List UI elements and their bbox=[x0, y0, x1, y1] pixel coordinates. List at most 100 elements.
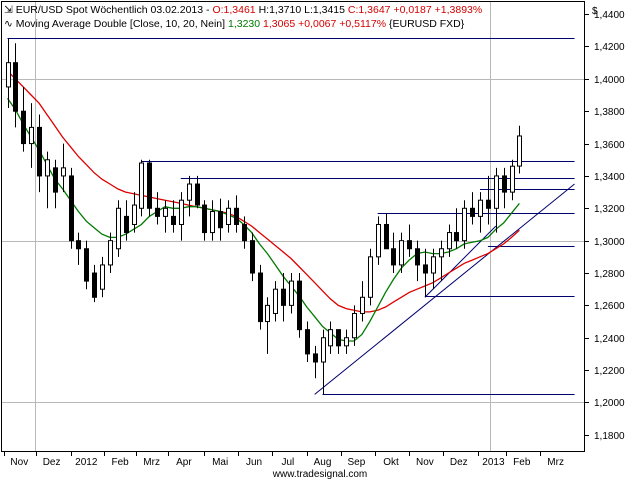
candle bbox=[163, 200, 168, 233]
header-change: +0,0187 bbox=[393, 4, 431, 16]
moving-average-layer bbox=[6, 70, 520, 342]
header-close: C:1,3647 bbox=[348, 4, 391, 16]
x-axis-ticks: Nov Dez 2012 Feb Mrz Apr Mai Jun Jul Aug Sep Okt Nov… bbox=[4, 451, 564, 468]
header-percent: +1,3893% bbox=[435, 4, 483, 16]
candle-body-down bbox=[37, 126, 42, 177]
candle-body-down bbox=[336, 329, 341, 347]
y-tick-label: 1,4000 bbox=[594, 75, 625, 86]
x-tick-label: Nov bbox=[416, 457, 434, 468]
candle-body-up bbox=[187, 183, 192, 201]
candle bbox=[226, 200, 231, 233]
candle-body-up bbox=[376, 223, 381, 258]
candle bbox=[179, 192, 184, 241]
x-tick-label: 2013 bbox=[482, 457, 505, 468]
y-axis-ticks: 1,4400 1,4200 1,4000 1,3800 1,3600 1,3400 1,32… bbox=[584, 10, 625, 442]
header-open: O:1,3461 bbox=[212, 4, 255, 16]
indicator-name: Moving Average Double [Close, 10, 20, Ne… bbox=[16, 18, 225, 30]
indicator-change: +0,0067 bbox=[298, 18, 336, 30]
candle-body-up bbox=[352, 312, 357, 339]
y-tick-label: 1,3600 bbox=[594, 140, 625, 151]
header-line-1: ⇲ EUR/USD Spot Wöchentlich 03.02.2013 - … bbox=[4, 4, 482, 16]
candle bbox=[45, 151, 50, 209]
trend-line bbox=[314, 183, 575, 395]
candle bbox=[234, 195, 239, 233]
x-tick-label: Dez bbox=[450, 457, 468, 468]
candle-body-up bbox=[439, 248, 444, 258]
candle bbox=[470, 192, 475, 225]
candle-body-down bbox=[155, 207, 160, 217]
candle-body-up bbox=[163, 207, 168, 217]
candle bbox=[108, 232, 113, 274]
candle-body-up bbox=[344, 337, 349, 347]
candle bbox=[195, 175, 200, 209]
candle bbox=[328, 321, 333, 354]
candle bbox=[486, 175, 491, 225]
x-tick-label: 2012 bbox=[75, 457, 98, 468]
candle bbox=[407, 224, 412, 257]
y-tick-label: 1,4200 bbox=[594, 42, 625, 53]
x-tick-label: Mai bbox=[212, 457, 228, 468]
indicator-value-fast: 1,3230 bbox=[228, 18, 260, 30]
x-tick-label: Nov bbox=[10, 457, 28, 468]
candle bbox=[155, 192, 160, 225]
candle bbox=[384, 213, 389, 250]
moving-average-slow-line bbox=[7, 70, 520, 313]
candle-body-up bbox=[447, 232, 452, 250]
watermark: www.tradesignal.com bbox=[272, 469, 367, 480]
candle-body-down bbox=[391, 248, 396, 266]
candle bbox=[29, 103, 34, 168]
candle bbox=[502, 167, 507, 209]
candle-body-up bbox=[210, 211, 215, 234]
candle-body-down bbox=[195, 183, 200, 206]
y-tick-label: 1,3400 bbox=[594, 172, 625, 183]
candle bbox=[273, 281, 278, 322]
candle-body-down bbox=[454, 232, 459, 242]
candle bbox=[76, 232, 81, 265]
candle-body-up bbox=[517, 135, 522, 167]
candle bbox=[202, 200, 207, 241]
candle bbox=[61, 143, 66, 193]
candle bbox=[321, 329, 326, 395]
candle bbox=[439, 240, 444, 282]
x-tick-label: Sep bbox=[347, 457, 365, 468]
candle bbox=[423, 248, 428, 298]
candle-body-up bbox=[108, 240, 113, 266]
moving-average-fast-line bbox=[6, 97, 520, 342]
candle-body-down bbox=[242, 223, 247, 242]
candle-body-up bbox=[289, 280, 294, 306]
header-symbol: EUR/USD Spot Wöchentlich bbox=[16, 4, 148, 16]
candle bbox=[100, 256, 105, 298]
x-tick-label: Jul bbox=[281, 457, 294, 468]
x-tick-label: Feb bbox=[513, 457, 531, 468]
candle-body-up bbox=[494, 175, 499, 209]
candle-body-down bbox=[53, 167, 58, 193]
candle-body-down bbox=[502, 175, 507, 193]
candle-body-down bbox=[147, 162, 152, 209]
x-tick-label: Aug bbox=[314, 457, 332, 468]
candle-body-down bbox=[171, 215, 176, 225]
candle-body-up bbox=[273, 288, 278, 314]
header-arrow-icon: ⇲ bbox=[4, 4, 16, 16]
candle bbox=[13, 43, 18, 128]
candle bbox=[218, 198, 223, 241]
candle-body-up bbox=[61, 167, 66, 177]
candle bbox=[447, 224, 452, 257]
candle-body-up bbox=[478, 199, 483, 217]
candle-body-down bbox=[470, 207, 475, 217]
indicator-value-slow: 1,3065 bbox=[263, 18, 295, 30]
header-date: 03.02.2013 bbox=[151, 4, 204, 16]
candle-body-down bbox=[124, 215, 129, 234]
candle bbox=[92, 264, 97, 303]
candle-body-down bbox=[202, 204, 207, 234]
candle bbox=[305, 321, 310, 363]
candle-body-up bbox=[139, 162, 144, 209]
trend-line bbox=[424, 225, 497, 298]
candle-body-down bbox=[486, 199, 491, 209]
candle bbox=[139, 159, 144, 217]
candle-body-down bbox=[407, 240, 412, 250]
candle bbox=[336, 329, 341, 354]
candle-body-up bbox=[116, 207, 121, 250]
candle-body-down bbox=[84, 248, 89, 282]
candle-body-up bbox=[510, 165, 515, 193]
